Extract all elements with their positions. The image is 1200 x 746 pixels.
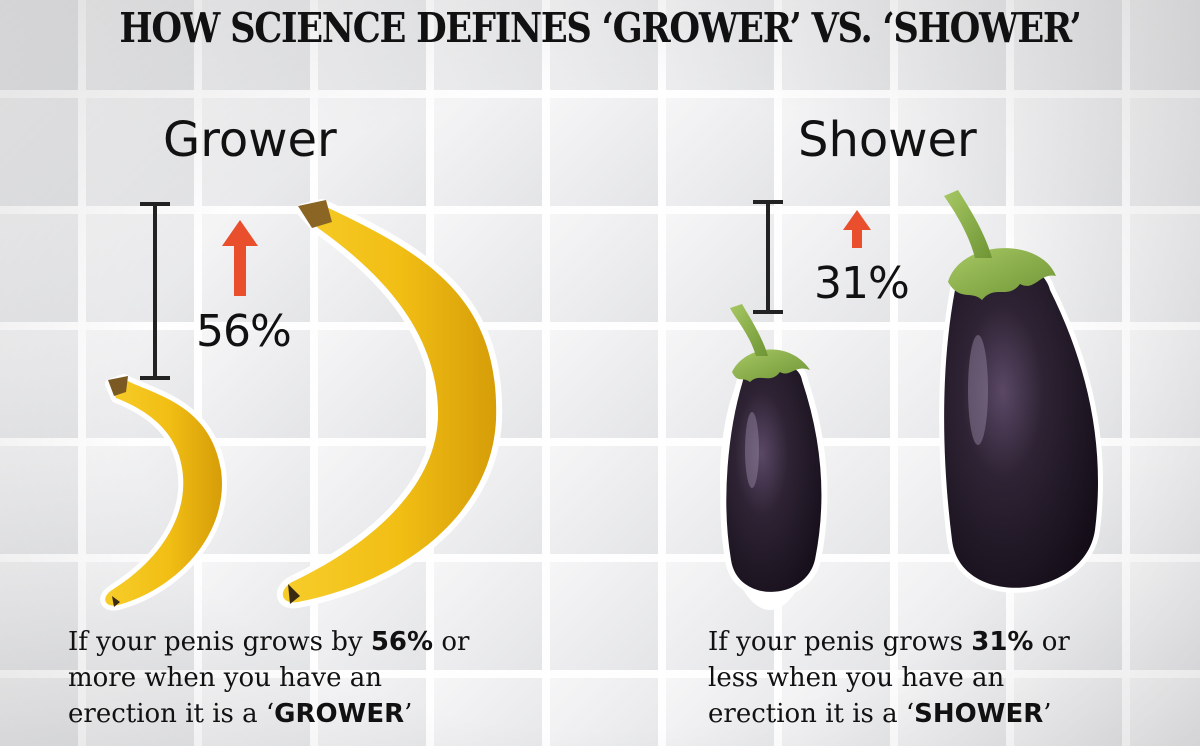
shower-percent: 31%: [814, 258, 910, 309]
small-eggplant: [720, 304, 828, 610]
grower-caption-line-3: erection it is a ‘GROWER’: [68, 699, 413, 729]
grower-caption-line-1: If your penis grows by 56% or: [68, 627, 470, 657]
shower-caption-line-1: If your penis grows 31% or: [708, 627, 1070, 657]
shower-heading: Shower: [798, 112, 977, 168]
shower-up-arrow-icon: [843, 210, 871, 248]
headline: HOW SCIENCE DEFINES ‘GROWER’ VS. ‘SHOWER…: [119, 4, 1082, 52]
grower-measure-bracket: [140, 202, 170, 380]
shower-caption-line-3: erection it is a ‘SHOWER’: [708, 699, 1052, 729]
small-banana: [100, 374, 227, 611]
large-banana: [277, 199, 503, 609]
grower-caption: If your penis grows by 56% or more when …: [68, 624, 469, 732]
grower-heading: Grower: [163, 112, 337, 168]
grower-up-arrow-icon: [222, 220, 258, 296]
shower-caption-line-2: less when you have an: [708, 663, 1005, 693]
grower-caption-line-2: more when you have an: [68, 663, 382, 693]
grower-percent: 56%: [196, 306, 292, 357]
shower-measure-bracket: [753, 200, 783, 314]
shower-caption: If your penis grows 31% or less when you…: [708, 624, 1070, 732]
large-eggplant: [939, 190, 1103, 593]
